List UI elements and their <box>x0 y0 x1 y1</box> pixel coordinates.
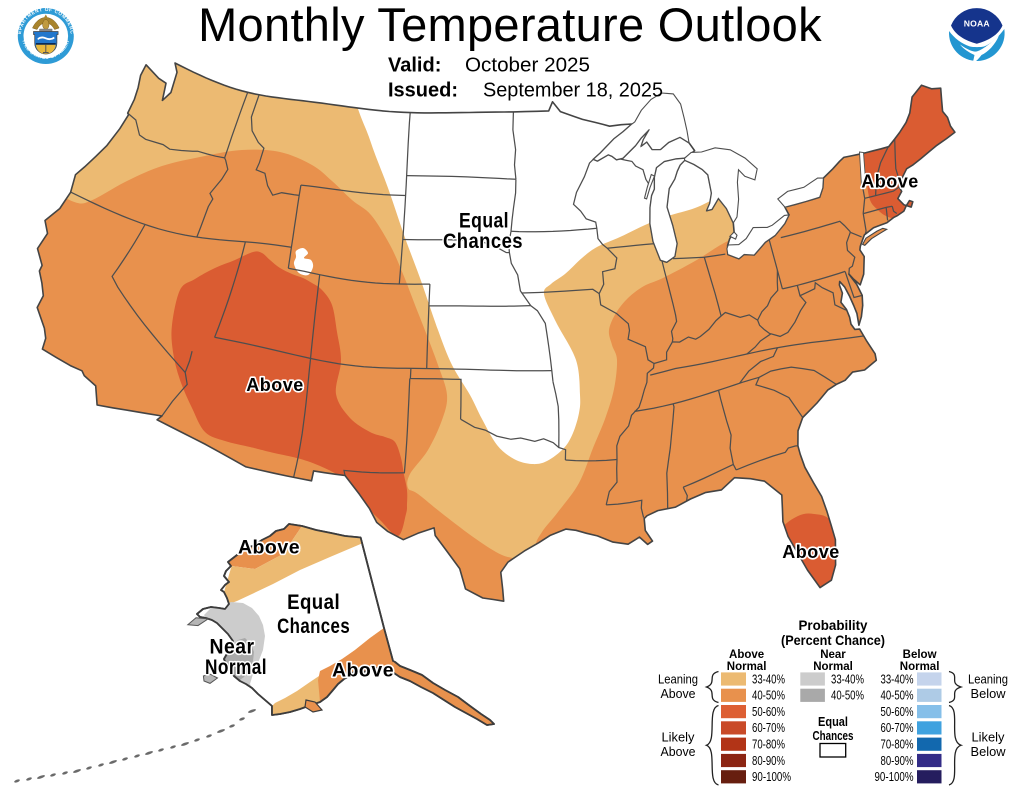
svg-text:50-60%: 50-60% <box>881 705 914 719</box>
svg-text:(Percent Chance): (Percent Chance) <box>781 632 885 648</box>
svg-text:Above: Above <box>246 375 304 395</box>
svg-text:Above: Above <box>661 686 696 701</box>
svg-text:Equal: Equal <box>818 715 848 729</box>
svg-text:Issued:: Issued: <box>388 80 458 102</box>
svg-text:80-90%: 80-90% <box>752 754 785 768</box>
svg-text:Normal: Normal <box>813 661 853 673</box>
svg-text:Likely: Likely <box>662 730 695 745</box>
svg-text:Below: Below <box>903 649 937 661</box>
svg-text:Above: Above <box>332 660 394 682</box>
svg-text:70-80%: 70-80% <box>881 738 914 752</box>
svg-text:Chances: Chances <box>443 230 523 253</box>
svg-text:Below: Below <box>971 686 1007 701</box>
svg-text:90-100%: 90-100% <box>875 770 914 784</box>
svg-text:40-50%: 40-50% <box>831 689 864 703</box>
svg-text:Normal: Normal <box>900 661 940 673</box>
svg-text:Probability: Probability <box>799 617 868 633</box>
svg-text:60-70%: 60-70% <box>881 721 914 735</box>
svg-text:40-50%: 40-50% <box>881 689 914 703</box>
svg-text:90-100%: 90-100% <box>752 770 791 784</box>
svg-text:Chances: Chances <box>277 615 350 638</box>
svg-text:60-70%: 60-70% <box>752 721 785 735</box>
svg-text:40-50%: 40-50% <box>752 689 785 703</box>
svg-text:October 2025: October 2025 <box>465 55 590 77</box>
svg-text:Above: Above <box>729 649 764 661</box>
svg-text:33-40%: 33-40% <box>752 672 785 686</box>
svg-text:Below: Below <box>971 744 1007 759</box>
svg-text:NOAA: NOAA <box>964 19 990 29</box>
svg-text:Above: Above <box>661 744 696 759</box>
svg-text:Leaning: Leaning <box>658 672 698 687</box>
svg-text:Likely: Likely <box>972 730 1005 745</box>
svg-text:50-60%: 50-60% <box>752 705 785 719</box>
svg-text:Monthly Temperature Outlook: Monthly Temperature Outlook <box>198 0 822 51</box>
svg-text:Above: Above <box>238 537 300 559</box>
svg-text:Above: Above <box>861 172 919 192</box>
svg-text:Near: Near <box>820 649 846 661</box>
svg-text:Valid:: Valid: <box>388 55 441 77</box>
svg-text:Normal: Normal <box>727 661 767 673</box>
svg-text:September 18, 2025: September 18, 2025 <box>483 80 663 102</box>
svg-text:Equal: Equal <box>459 210 509 233</box>
svg-text:Normal: Normal <box>205 656 267 679</box>
svg-text:Chances: Chances <box>813 729 854 743</box>
svg-text:33-40%: 33-40% <box>831 672 864 686</box>
svg-text:33-40%: 33-40% <box>881 672 914 686</box>
svg-text:Equal: Equal <box>287 591 340 614</box>
svg-text:70-80%: 70-80% <box>752 738 785 752</box>
svg-text:Above: Above <box>782 542 840 562</box>
svg-text:Near: Near <box>210 636 255 659</box>
svg-text:Leaning: Leaning <box>968 672 1008 687</box>
svg-text:80-90%: 80-90% <box>881 754 914 768</box>
